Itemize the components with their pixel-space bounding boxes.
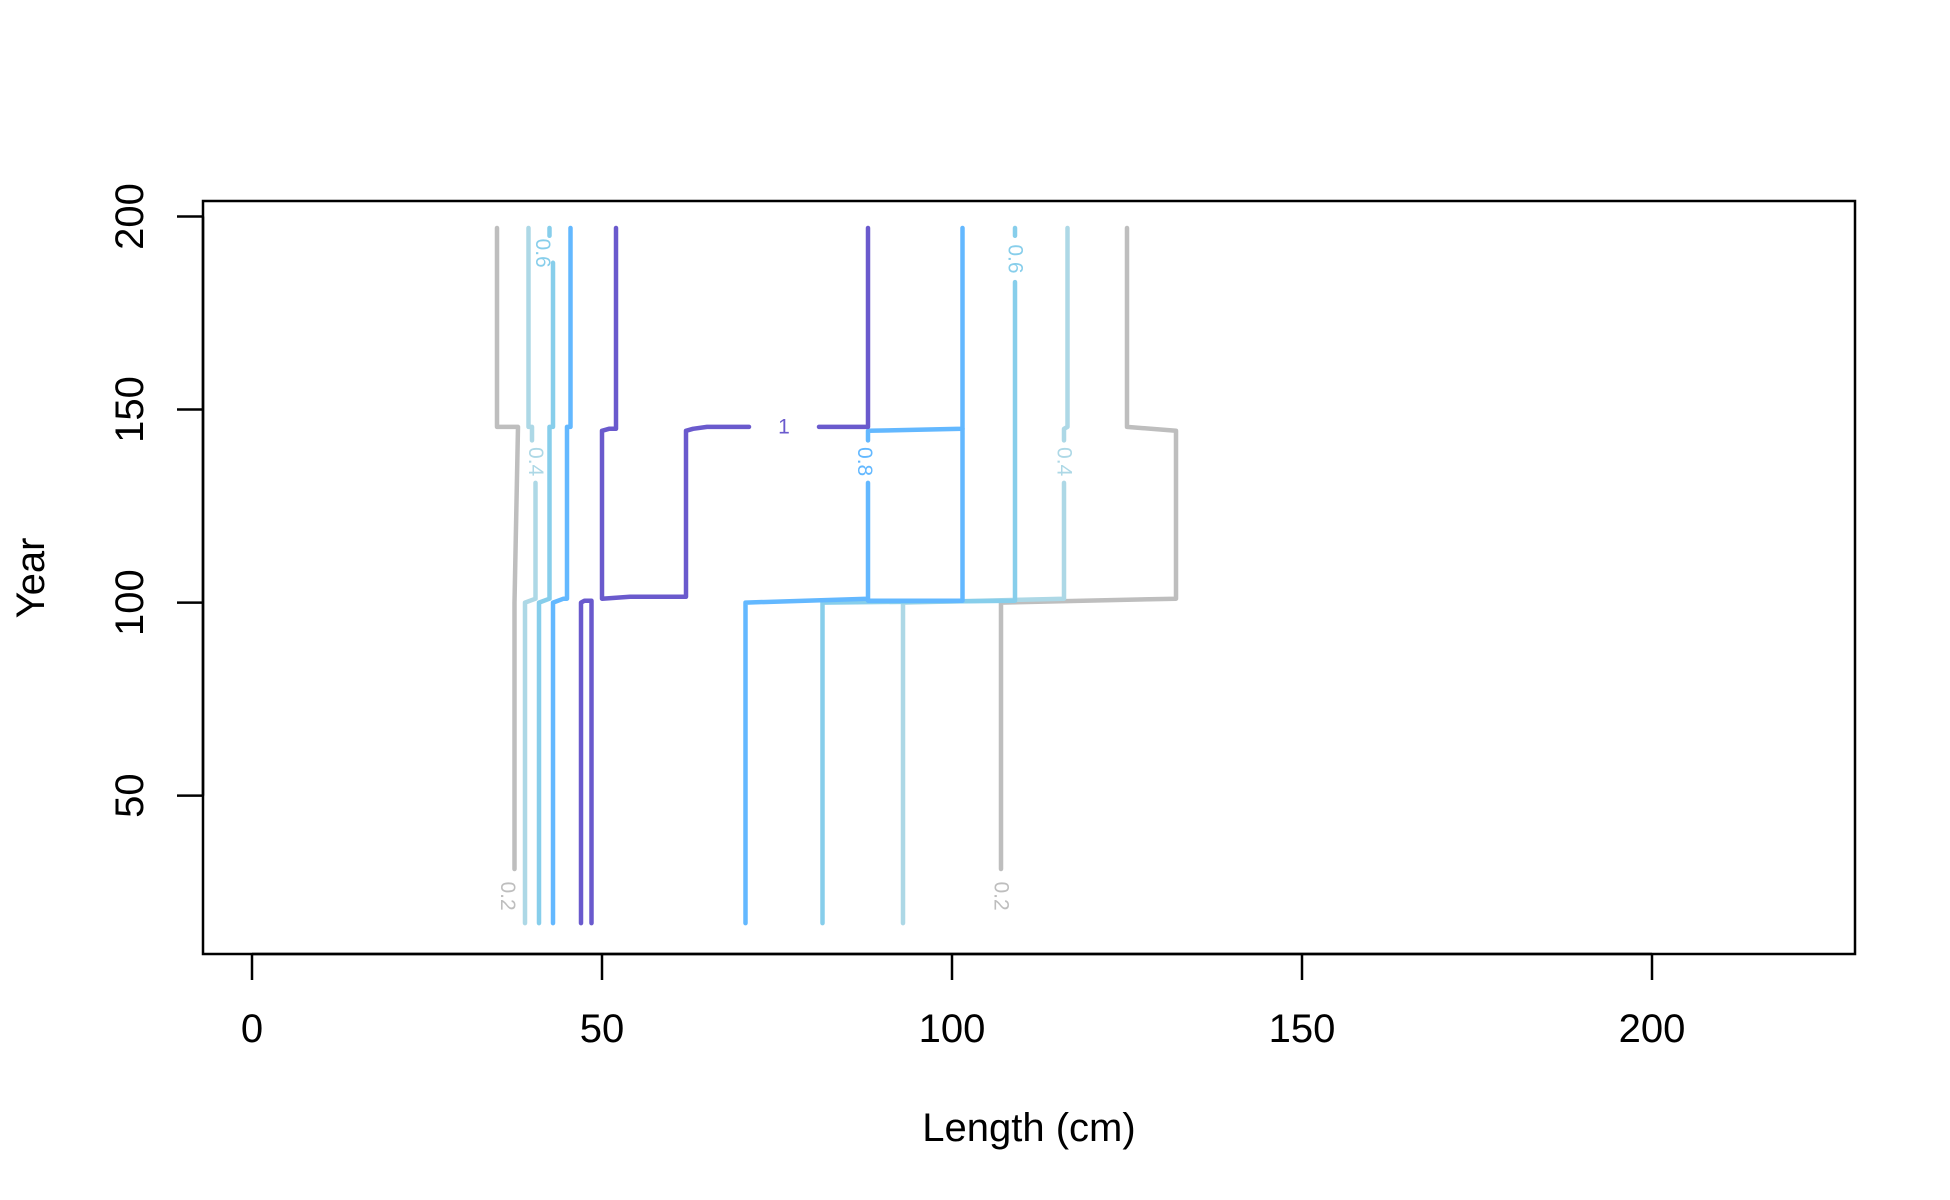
contour-line-level-1-0 <box>578 598 594 926</box>
contour-line-level-1-1 <box>599 225 752 601</box>
contour-label-1-0: 1 <box>778 415 790 438</box>
contour-line-level-0-2-1 <box>998 225 1179 872</box>
x-tick-label-0: 0 <box>241 1007 263 1051</box>
contour-line-level-0-6-0 <box>536 260 556 926</box>
contour-line-level-0-4-1 <box>1061 225 1070 443</box>
plot-frame <box>201 199 1857 956</box>
x-axis: 0 50 100 150 200 <box>241 952 1686 1051</box>
contour-line-level-0-8-1 <box>743 480 871 926</box>
contour-line-level-0-8-3 <box>865 426 965 603</box>
y-tick-label-2: 150 <box>108 376 152 443</box>
x-tick-label-1: 50 <box>580 1007 625 1051</box>
contour-line-level-0-4-0 <box>900 480 1067 926</box>
x-axis-label: Length (cm) <box>922 1106 1135 1150</box>
x-tick-label-4: 200 <box>1619 1007 1686 1051</box>
contour-line-level-0-8-2 <box>865 225 965 443</box>
y-tick-label-0: 50 <box>108 773 152 818</box>
contour-lines <box>494 225 1179 926</box>
contour-level-labels: 0.2 0.2 0.4 0.4 0.6 0.6 0.8 1 <box>496 239 1076 911</box>
x-tick-label-2: 100 <box>919 1007 986 1051</box>
contour-line-level-0-4-2 <box>522 480 538 926</box>
contour-line-level-0-8-0 <box>550 225 573 926</box>
y-tick-label-1: 100 <box>108 569 152 636</box>
contour-label-0-2-1: 0.2 <box>990 881 1013 910</box>
y-axis-label: Year <box>9 538 53 619</box>
y-axis: 50 100 150 200 <box>108 183 205 818</box>
contour-line-level-0-4-3 <box>526 225 535 443</box>
y-tick-label-3: 200 <box>108 183 152 250</box>
contour-label-0-8-0: 0.8 <box>853 447 876 476</box>
contour-line-level-0-2-0 <box>494 225 521 872</box>
contour-label-0-4-1: 0.4 <box>1053 447 1076 477</box>
contour-line-level-1-2 <box>816 225 871 430</box>
x-tick-label-3: 150 <box>1269 1007 1336 1051</box>
contour-label-0-6-0: 0.6 <box>531 239 554 268</box>
contour-label-0-6-1: 0.6 <box>1004 244 1027 273</box>
contour-label-0-4-0: 0.4 <box>524 447 547 477</box>
contour-line-level-0-6-1 <box>820 279 1018 926</box>
contour-label-0-2-0: 0.2 <box>496 881 519 910</box>
